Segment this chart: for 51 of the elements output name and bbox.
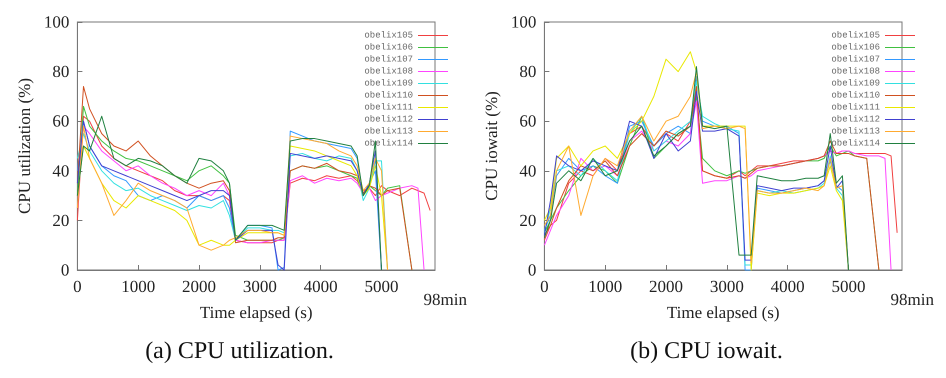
legend-label: obelix112 [831,114,880,124]
legend-label: obelix113 [364,126,413,136]
y-tick-label: 0 [60,260,70,280]
legend-label: obelix111 [364,102,413,112]
text: 98min [890,290,934,309]
y-tick-label: 100 [44,12,70,32]
text: (a) CPU utilization. [145,338,334,364]
legend-label: obelix112 [364,114,413,124]
legend-label: obelix110 [831,90,880,100]
x-tick-label: 3000 [710,277,744,296]
y-axis-title: CPU utilization (%) [15,78,34,214]
legend-label: obelix107 [364,54,413,64]
y-tick-label: 60 [52,112,70,131]
text: (b) CPU iowait. [630,338,783,364]
legend-label: obelix105 [831,30,880,40]
x-tick-label: 2000 [182,277,216,296]
y-tick-label: 0 [528,260,536,280]
x-tick-label: 4000 [304,277,338,296]
x-axis-title: Time elapsed (s) [200,303,313,322]
x-tick-label: 5000 [364,277,398,296]
y-tick-label: 60 [519,112,536,131]
y-tick-label: 40 [52,161,70,180]
legend-label: obelix109 [831,78,880,88]
text: 98min [424,290,468,309]
y-tick-label: 80 [52,62,70,82]
x-axis-title: Time elapsed (s) [666,303,780,322]
x-tick-label: 4000 [770,277,805,296]
x-tick-label: 2000 [649,277,684,296]
legend-label: obelix110 [364,90,413,100]
x-tick-label: 1000 [588,277,622,296]
x-tick-label: 0 [540,277,549,296]
legend-label: obelix107 [831,54,880,64]
legend-label: obelix111 [831,102,880,112]
legend-label: obelix106 [831,42,880,52]
y-tick-label: 20 [519,210,536,230]
y-axis-title: CPU iowait (%) [482,91,501,201]
y-tick-label: 40 [519,161,536,180]
legend-label: obelix114 [831,138,880,148]
x-tick-label: 0 [73,277,82,296]
legend-label: obelix109 [364,78,413,88]
legend-label: obelix108 [364,66,413,76]
y-tick-label: 20 [52,210,70,230]
legend-label: obelix108 [831,66,880,76]
x-tick-label: 1000 [121,277,156,296]
legend-label: obelix106 [364,42,413,52]
legend-label: obelix113 [831,126,880,136]
x-tick-label: 5000 [831,277,866,296]
x-tick-label: 3000 [242,277,277,296]
legend-label: obelix105 [364,30,413,40]
y-tick-label: 100 [510,12,536,32]
y-tick-label: 80 [519,62,536,82]
